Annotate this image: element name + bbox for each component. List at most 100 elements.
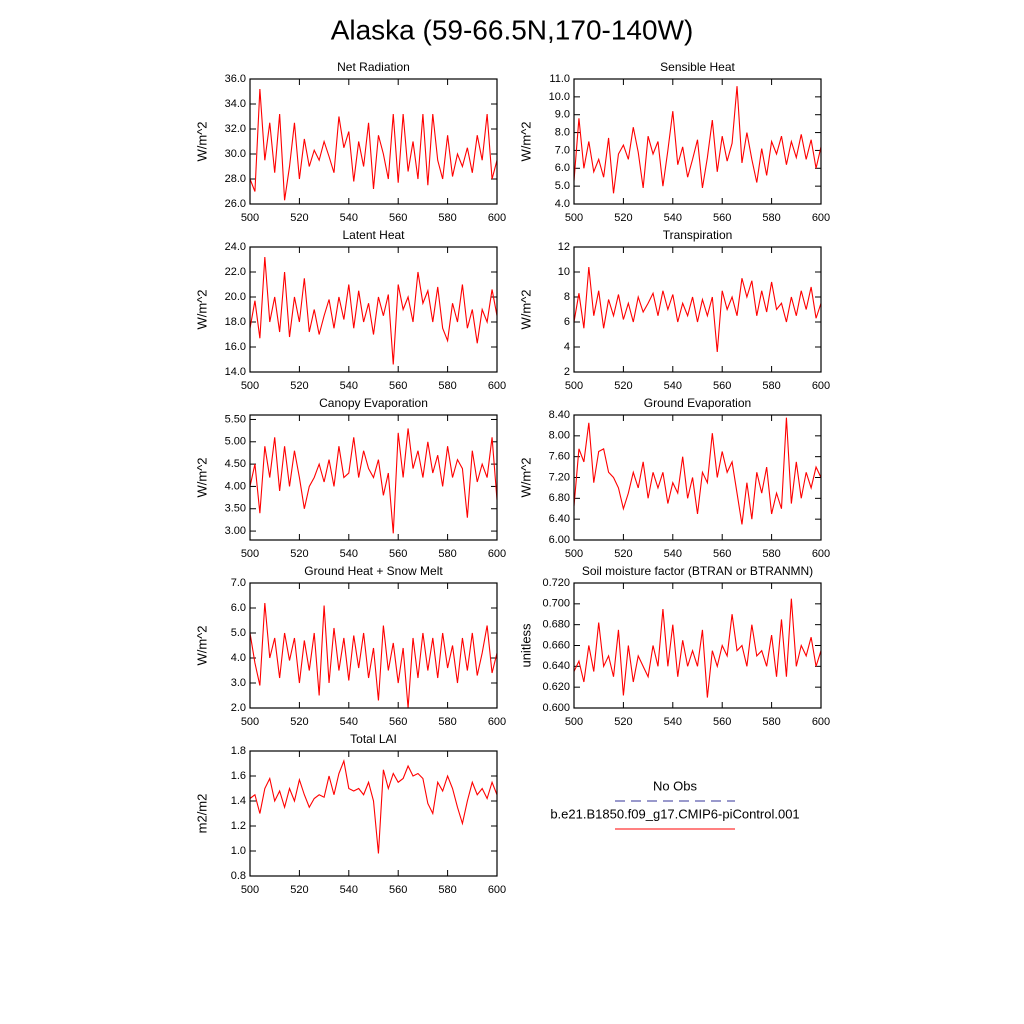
- y-tick-label: 26.0: [225, 198, 246, 210]
- y-tick-label: 10: [558, 266, 570, 278]
- y-tick-label: 3.00: [225, 525, 246, 537]
- x-tick-label: 500: [565, 380, 583, 392]
- y-axis-label: unitless: [518, 623, 533, 668]
- plot-frame: [249, 750, 498, 877]
- y-tick-label: 7.60: [549, 451, 570, 463]
- x-tick-label: 560: [713, 716, 731, 728]
- y-tick-label: 8.40: [549, 409, 570, 421]
- y-axis-label: W/m^2: [518, 121, 533, 161]
- legend-label: No Obs: [653, 778, 698, 793]
- y-tick-label: 0.8: [231, 870, 246, 882]
- x-tick-label: 500: [241, 380, 259, 392]
- y-tick-label: 8: [564, 291, 570, 303]
- panel-title: Transpiration: [663, 228, 733, 242]
- y-tick-label: 6.0: [231, 602, 246, 614]
- panel-title: Total LAI: [350, 732, 397, 746]
- y-tick-label: 4: [564, 341, 570, 353]
- x-tick-label: 500: [565, 548, 583, 560]
- plot-frame: [249, 582, 498, 709]
- y-tick-label: 7.20: [549, 471, 570, 483]
- x-tick-label: 500: [241, 884, 259, 896]
- x-tick-label: 500: [565, 212, 583, 224]
- panel-title: Net Radiation: [337, 60, 410, 74]
- y-tick-label: 6.0: [555, 162, 570, 174]
- y-tick-label: 1.0: [231, 845, 246, 857]
- y-tick-label: 24.0: [225, 241, 246, 253]
- x-tick-label: 600: [488, 548, 506, 560]
- y-tick-label: 6.40: [549, 513, 570, 525]
- y-tick-label: 4.00: [225, 480, 246, 492]
- x-tick-label: 600: [812, 212, 830, 224]
- data-line: [249, 88, 498, 201]
- panel-title: Ground Evaporation: [644, 396, 751, 410]
- y-tick-label: 1.6: [231, 770, 246, 782]
- x-tick-label: 580: [438, 548, 456, 560]
- y-tick-label: 36.0: [225, 73, 246, 85]
- plot-frame: [249, 78, 498, 205]
- x-tick-label: 600: [488, 884, 506, 896]
- y-axis-label: W/m^2: [194, 457, 209, 497]
- plot-frame: [573, 78, 822, 205]
- y-axis-label: W/m^2: [194, 121, 209, 161]
- x-tick-label: 540: [664, 380, 682, 392]
- x-tick-label: 500: [241, 716, 259, 728]
- y-tick-label: 11.0: [549, 73, 570, 85]
- x-tick-label: 520: [290, 716, 308, 728]
- y-tick-label: 18.0: [225, 316, 246, 328]
- data-line: [573, 598, 822, 698]
- x-tick-label: 580: [762, 212, 780, 224]
- legend-label: b.e21.B1850.f09_g17.CMIP6-piControl.001: [550, 806, 799, 821]
- y-axis-label: m2/m2: [194, 794, 209, 834]
- data-line: [573, 86, 822, 194]
- y-tick-label: 0.680: [542, 619, 570, 631]
- y-tick-label: 0.600: [542, 702, 570, 714]
- data-line: [249, 256, 498, 365]
- data-line: [573, 417, 822, 525]
- x-tick-label: 560: [713, 548, 731, 560]
- y-tick-label: 8.0: [555, 126, 570, 138]
- x-tick-label: 520: [290, 212, 308, 224]
- x-tick-label: 560: [713, 212, 731, 224]
- y-tick-label: 2: [564, 366, 570, 378]
- panel-title: Sensible Heat: [660, 60, 735, 74]
- x-tick-label: 580: [438, 212, 456, 224]
- y-tick-label: 0.660: [542, 639, 570, 651]
- panel-title: Ground Heat + Snow Melt: [304, 564, 443, 578]
- y-tick-label: 20.0: [225, 291, 246, 303]
- x-tick-label: 600: [488, 716, 506, 728]
- y-tick-label: 1.8: [231, 745, 246, 757]
- x-tick-label: 580: [438, 380, 456, 392]
- y-tick-label: 34.0: [225, 98, 246, 110]
- y-tick-label: 6.80: [549, 492, 570, 504]
- x-tick-label: 520: [614, 716, 632, 728]
- y-tick-label: 16.0: [225, 341, 246, 353]
- plot-frame: [573, 246, 822, 373]
- x-tick-label: 540: [340, 380, 358, 392]
- x-tick-label: 560: [389, 212, 407, 224]
- y-tick-label: 3.50: [225, 503, 246, 515]
- plot-frame: [573, 414, 822, 541]
- x-tick-label: 520: [614, 212, 632, 224]
- x-tick-label: 600: [488, 212, 506, 224]
- y-tick-label: 0.620: [542, 681, 570, 693]
- y-axis-label: W/m^2: [518, 457, 533, 497]
- y-tick-label: 32.0: [225, 123, 246, 135]
- panel-title: Soil moisture factor (BTRAN or BTRANMN): [582, 564, 813, 578]
- x-tick-label: 540: [664, 212, 682, 224]
- panel-title: Canopy Evaporation: [319, 396, 428, 410]
- y-tick-label: 5.0: [555, 180, 570, 192]
- x-tick-label: 520: [614, 380, 632, 392]
- y-tick-label: 4.50: [225, 458, 246, 470]
- y-tick-label: 12: [558, 241, 570, 253]
- x-tick-label: 540: [340, 212, 358, 224]
- y-tick-label: 4.0: [231, 652, 246, 664]
- y-tick-label: 9.0: [555, 109, 570, 121]
- x-tick-label: 540: [340, 548, 358, 560]
- data-line: [249, 758, 498, 854]
- x-tick-label: 580: [438, 716, 456, 728]
- y-tick-label: 6: [564, 316, 570, 328]
- x-tick-label: 560: [389, 380, 407, 392]
- y-tick-label: 5.0: [231, 627, 246, 639]
